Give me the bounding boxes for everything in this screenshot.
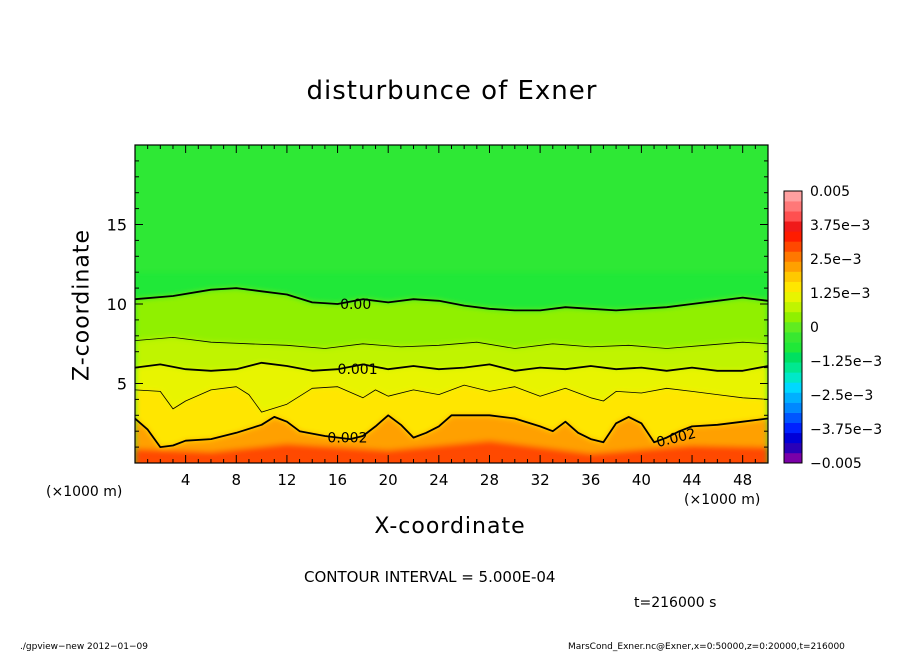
x-tick-label-10: 44 bbox=[682, 471, 701, 489]
colorbar-band bbox=[784, 221, 802, 232]
x-tick-label-0: 4 bbox=[181, 471, 191, 489]
colorbar-band bbox=[784, 271, 802, 282]
x-tick-label-7: 32 bbox=[531, 471, 550, 489]
contour-label-0: 0.00 bbox=[340, 297, 371, 313]
colorbar-band bbox=[784, 402, 802, 413]
x-tick-label-9: 40 bbox=[632, 471, 651, 489]
footer-right: MarsCond_Exner.nc@Exner,x=0:50000,z=0:20… bbox=[568, 642, 845, 652]
plot-area bbox=[135, 145, 768, 463]
colorbar-band bbox=[784, 422, 802, 434]
contour-lines bbox=[135, 287, 768, 448]
colorbar-band bbox=[784, 261, 802, 272]
colorbar-band bbox=[784, 201, 802, 212]
x-tick-label-5: 24 bbox=[429, 471, 448, 489]
x-tick-label-3: 16 bbox=[328, 471, 347, 489]
colorbar-label-6: −2.5e−3 bbox=[810, 388, 873, 404]
footer-left: ./gpview−new 2012−01−09 bbox=[20, 642, 148, 652]
colorbar-band bbox=[784, 452, 802, 464]
colorbar-label-3: 1.25e−3 bbox=[810, 286, 870, 302]
colorbar-band bbox=[784, 291, 802, 303]
y-axis: 5 10 15 bbox=[107, 160, 768, 448]
x-tick-label-11: 48 bbox=[733, 471, 752, 489]
contour-label-4: 0.002 bbox=[327, 431, 367, 447]
contour-label-2: 0.001 bbox=[338, 362, 378, 378]
colorbar-band bbox=[784, 241, 802, 252]
colorbar-label-0: 0.005 bbox=[810, 184, 850, 200]
colorbar-band bbox=[784, 321, 802, 333]
colorbar-band bbox=[784, 301, 802, 313]
contour-interval-text: CONTOUR INTERVAL = 5.000E-04 bbox=[304, 568, 556, 586]
x-tick-label-8: 36 bbox=[581, 471, 600, 489]
y-tick-label-1: 10 bbox=[107, 295, 127, 314]
colorbar-band bbox=[784, 352, 802, 363]
colorbar-band bbox=[784, 311, 802, 323]
y-tick-label-0: 5 bbox=[117, 375, 127, 394]
colorbar-label-4: 0 bbox=[810, 320, 819, 336]
colorbar-band bbox=[784, 251, 802, 262]
colorbar-band bbox=[784, 211, 802, 222]
y-axis-label: Z-coordinate bbox=[69, 229, 95, 381]
colorbar-label-8: −0.005 bbox=[810, 456, 862, 472]
colorbar-label-7: −3.75e−3 bbox=[810, 422, 882, 438]
x-unit-label-right: (×1000 m) bbox=[684, 492, 761, 508]
colorbar-band bbox=[784, 382, 802, 393]
colorbar-band bbox=[784, 372, 802, 383]
colorbar-label-2: 2.5e−3 bbox=[810, 252, 862, 268]
colorbar-band bbox=[784, 342, 802, 353]
contour-line-4 bbox=[135, 414, 768, 448]
colorbar-band bbox=[784, 332, 802, 343]
colorbar-band bbox=[784, 362, 802, 373]
contour-line-3 bbox=[135, 384, 768, 413]
contour-line-0 bbox=[135, 287, 768, 312]
y-tick-label-2: 15 bbox=[107, 216, 127, 235]
x-tick-label-6: 28 bbox=[480, 471, 499, 489]
field-band-top bbox=[135, 145, 768, 273]
colorbar-label-5: −1.25e−3 bbox=[810, 354, 882, 370]
field-band-ground bbox=[135, 440, 768, 463]
colorbar: 0.005 3.75e−3 2.5e−3 1.25e−3 0 −1.25e−3 −2.5e−… bbox=[783, 184, 882, 472]
colorbar-band bbox=[784, 442, 802, 454]
colorbar-band bbox=[784, 191, 802, 202]
contour-line-2 bbox=[135, 361, 768, 372]
colorbar-frame bbox=[783, 190, 803, 464]
x-unit-label-left: (×1000 m) bbox=[46, 484, 123, 500]
colorbar-label-1: 3.75e−3 bbox=[810, 218, 870, 234]
x-axis-label: X-coordinate bbox=[374, 514, 526, 539]
colorbar-band bbox=[784, 432, 802, 444]
x-tick-label-4: 20 bbox=[379, 471, 398, 489]
colorbar-band bbox=[784, 281, 802, 293]
colorbar-band bbox=[784, 231, 802, 242]
chart-title: disturbunce of Exner bbox=[306, 76, 598, 106]
time-annotation: t=216000 s bbox=[634, 595, 717, 611]
field-bands bbox=[135, 145, 768, 463]
x-tick-label-1: 8 bbox=[232, 471, 242, 489]
contour-line-1 bbox=[135, 337, 768, 349]
x-axis: 4 8 12 16 20 24 28 32 36 40 44 48 bbox=[147, 145, 756, 489]
colorbar-band bbox=[784, 412, 802, 424]
x-tick-label-2: 12 bbox=[277, 471, 296, 489]
colorbar-band bbox=[784, 392, 802, 403]
